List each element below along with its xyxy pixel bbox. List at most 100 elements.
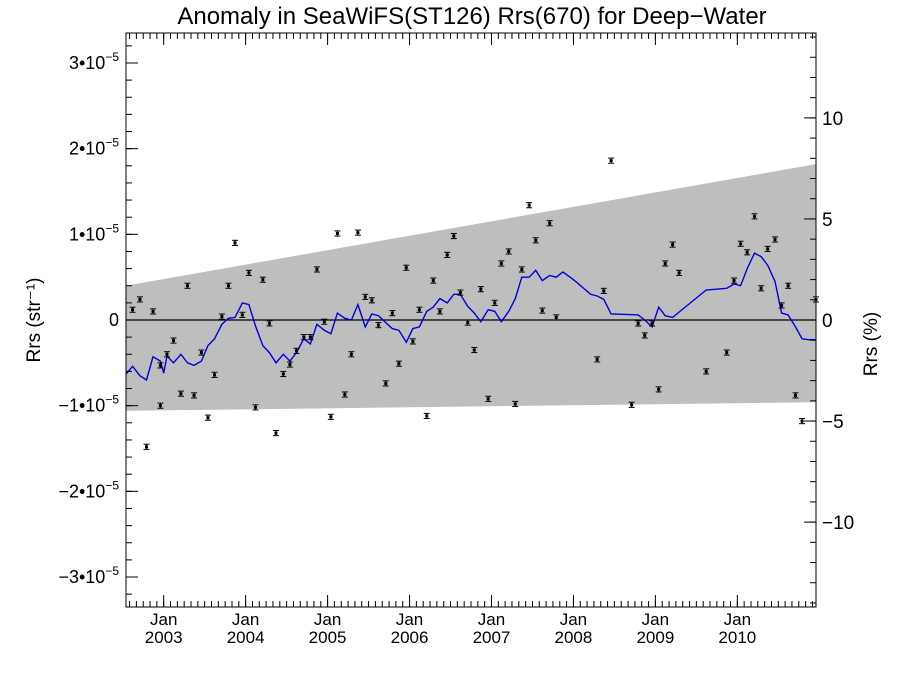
data-point	[245, 269, 252, 276]
point-marker	[376, 323, 380, 327]
point-marker	[247, 271, 251, 275]
point-marker	[151, 309, 155, 313]
x-tick-year-label: 2010	[718, 628, 756, 647]
point-marker	[657, 387, 661, 391]
point-marker	[213, 373, 217, 377]
data-point	[471, 346, 478, 354]
data-point	[423, 412, 430, 420]
point-marker	[739, 242, 743, 246]
y-left-tick-label: 0	[109, 310, 119, 330]
point-marker	[308, 335, 312, 339]
data-point	[444, 251, 451, 258]
data-point	[252, 404, 259, 411]
data-point	[662, 260, 669, 267]
point-marker	[745, 250, 749, 254]
x-tick-month-label: Jan	[478, 610, 505, 629]
point-marker	[165, 352, 169, 356]
point-marker	[240, 313, 244, 317]
point-marker	[548, 221, 552, 225]
point-marker	[773, 237, 777, 241]
data-point	[723, 349, 730, 356]
data-point	[758, 285, 765, 292]
data-point	[389, 310, 396, 317]
point-marker	[609, 159, 613, 163]
data-point	[751, 213, 758, 220]
point-marker	[411, 339, 415, 343]
data-point	[362, 293, 369, 300]
point-marker	[479, 287, 483, 291]
point-marker	[404, 266, 408, 270]
point-marker	[786, 284, 790, 288]
data-point	[129, 306, 136, 313]
point-marker	[499, 261, 503, 265]
point-marker	[493, 301, 497, 305]
x-tick-year-label: 2004	[227, 628, 265, 647]
data-point	[491, 299, 498, 306]
data-point	[157, 362, 164, 369]
data-point	[764, 245, 771, 252]
data-point	[272, 430, 279, 437]
point-marker	[725, 351, 729, 355]
data-point	[409, 338, 416, 345]
x-tick-year-label: 2003	[145, 628, 183, 647]
data-point	[641, 332, 648, 339]
y-right-tick-label: −5	[822, 412, 844, 433]
data-point	[532, 237, 539, 244]
data-point	[737, 240, 744, 247]
data-point	[676, 269, 683, 276]
point-marker	[370, 298, 374, 302]
data-point	[368, 297, 375, 304]
point-marker	[233, 241, 237, 245]
y-left-tick-label: −2•10−5	[58, 478, 119, 501]
data-point	[649, 320, 656, 327]
x-tick-month-label: Jan	[724, 610, 751, 629]
point-marker	[384, 381, 388, 385]
data-point	[464, 319, 471, 326]
point-marker	[206, 416, 210, 420]
y-axis-right-label: Rrs (%)	[861, 312, 882, 376]
data-point	[204, 414, 211, 421]
data-point	[635, 320, 642, 327]
point-marker	[650, 321, 654, 325]
data-point	[457, 289, 464, 296]
y-right-tick-label: −10	[822, 513, 854, 534]
point-marker	[144, 445, 148, 449]
point-marker	[452, 234, 456, 238]
data-point	[170, 337, 177, 344]
data-point	[136, 296, 143, 303]
point-marker	[677, 271, 681, 275]
point-marker	[261, 278, 265, 282]
data-point	[266, 320, 273, 327]
point-marker	[267, 321, 271, 325]
point-marker	[349, 352, 353, 356]
data-point	[354, 229, 361, 236]
data-point	[792, 392, 799, 399]
point-marker	[281, 372, 285, 376]
data-point	[799, 418, 806, 425]
point-marker	[226, 284, 230, 288]
point-marker	[253, 405, 257, 409]
data-point	[225, 282, 232, 289]
point-marker	[520, 267, 524, 271]
data-point	[280, 370, 287, 378]
data-point	[177, 390, 184, 397]
data-point	[608, 157, 615, 164]
point-marker	[274, 431, 278, 435]
x-tick-month-label: Jan	[314, 610, 341, 629]
point-marker	[513, 402, 517, 406]
point-marker	[534, 238, 538, 242]
data-point	[539, 307, 546, 314]
x-tick-year-label: 2006	[391, 628, 429, 647]
data-point	[485, 395, 492, 402]
point-marker	[466, 321, 470, 325]
x-tick-year-label: 2009	[636, 628, 674, 647]
data-point	[239, 311, 246, 318]
point-marker	[363, 295, 367, 299]
point-marker	[554, 315, 558, 319]
point-marker	[527, 203, 531, 207]
data-point	[600, 287, 607, 294]
data-point	[157, 402, 164, 409]
x-tick-month-label: Jan	[642, 610, 669, 629]
data-point	[477, 286, 484, 293]
x-tick-year-label: 2007	[473, 628, 511, 647]
